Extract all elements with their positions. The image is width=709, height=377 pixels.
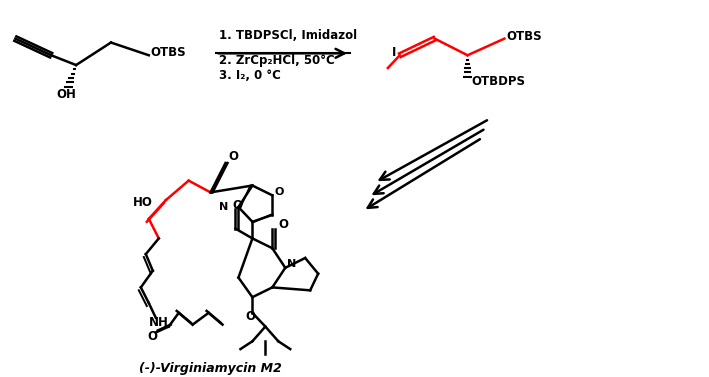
Text: N: N — [219, 202, 228, 212]
Text: (-)-Virginiamycin M2: (-)-Virginiamycin M2 — [139, 362, 282, 375]
Text: O: O — [279, 218, 289, 231]
Text: I: I — [391, 46, 396, 59]
Text: O: O — [233, 199, 242, 211]
Text: HO: HO — [133, 196, 153, 209]
Text: N: N — [287, 259, 296, 269]
Text: OTBDPS: OTBDPS — [471, 75, 525, 88]
Text: 2. ZrCp₂HCl, 50°C: 2. ZrCp₂HCl, 50°C — [218, 54, 334, 67]
Text: OTBS: OTBS — [151, 46, 186, 59]
Text: 3. I₂, 0 °C: 3. I₂, 0 °C — [218, 69, 281, 82]
Text: OTBS: OTBS — [506, 30, 542, 43]
Text: O: O — [147, 330, 158, 343]
Text: O: O — [245, 310, 255, 323]
Text: NH: NH — [149, 316, 169, 329]
Text: 1. TBDPSCl, Imidazol: 1. TBDPSCl, Imidazol — [218, 29, 357, 42]
Text: OH: OH — [56, 88, 76, 101]
Text: O: O — [274, 187, 284, 198]
Text: O: O — [228, 150, 238, 162]
